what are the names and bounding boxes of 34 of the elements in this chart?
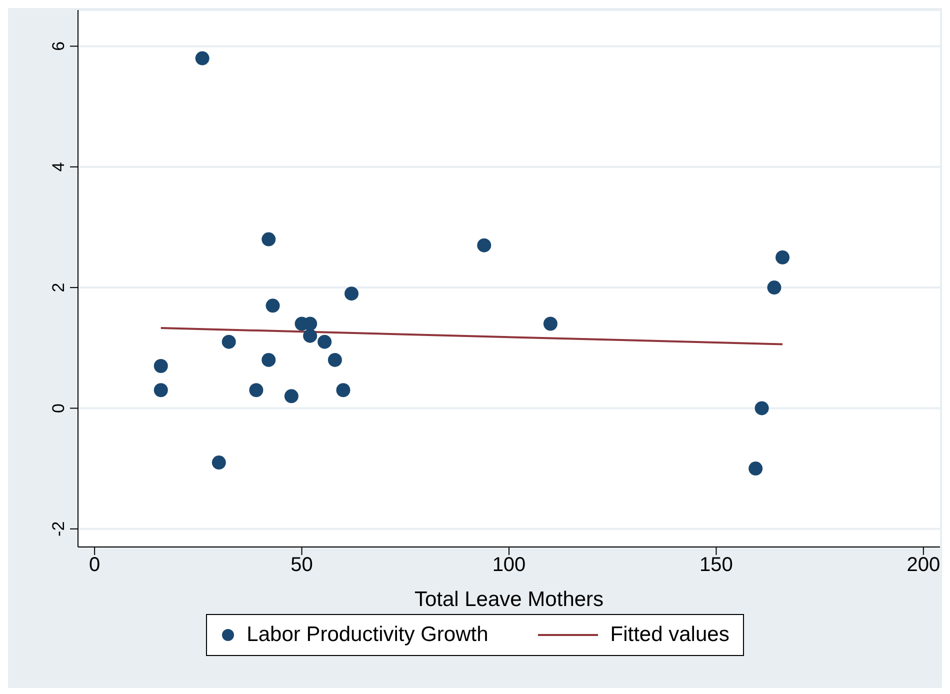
point bbox=[477, 238, 492, 252]
x-tick-label: 200 bbox=[906, 554, 940, 576]
x-tick-label: 50 bbox=[290, 554, 313, 576]
point bbox=[154, 383, 168, 398]
y-tick-label: 4 bbox=[49, 162, 68, 172]
point bbox=[266, 298, 280, 313]
point bbox=[195, 51, 210, 66]
legend-label: Labor Productivity Growth bbox=[246, 623, 488, 647]
point bbox=[262, 352, 276, 367]
x-axis-title: Total Leave Mothers bbox=[414, 588, 604, 611]
point bbox=[222, 334, 236, 349]
y-tick-label: 6 bbox=[49, 41, 68, 51]
point bbox=[543, 316, 558, 331]
x-tick-label: 0 bbox=[89, 554, 100, 576]
point bbox=[303, 328, 318, 343]
point bbox=[154, 358, 168, 373]
point bbox=[262, 232, 276, 246]
x-tick-label: 100 bbox=[492, 554, 526, 576]
point bbox=[284, 389, 298, 404]
point bbox=[212, 456, 226, 470]
legend-label: Fitted values bbox=[610, 623, 730, 647]
point bbox=[748, 462, 763, 476]
point bbox=[776, 250, 790, 264]
point bbox=[336, 383, 350, 398]
point bbox=[767, 280, 782, 295]
point bbox=[754, 401, 769, 416]
point bbox=[344, 286, 359, 301]
point bbox=[249, 383, 264, 398]
y-tick-label: 2 bbox=[49, 282, 68, 292]
point bbox=[328, 352, 342, 367]
x-tick-label: 150 bbox=[700, 554, 733, 576]
point bbox=[318, 334, 332, 349]
y-tick-label: -2 bbox=[49, 521, 68, 536]
y-tick-label: 0 bbox=[49, 403, 68, 413]
